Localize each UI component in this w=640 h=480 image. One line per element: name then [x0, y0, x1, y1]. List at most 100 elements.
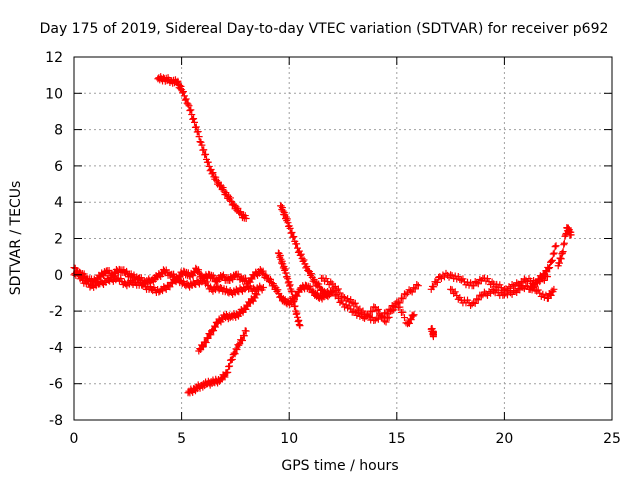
data-point: [293, 309, 301, 317]
data-point: [351, 308, 359, 316]
data-point: [471, 299, 479, 307]
y-tick-label: -6: [49, 377, 63, 393]
data-point: [259, 284, 267, 292]
data-point: [508, 290, 516, 298]
data-point: [219, 184, 227, 192]
data-point: [437, 275, 445, 283]
data-point: [188, 111, 196, 119]
data-point: [454, 295, 462, 303]
data-point: [212, 173, 220, 181]
satellite-track-7: [274, 249, 304, 330]
data-point: [286, 281, 294, 289]
data-point: [567, 231, 575, 239]
gridlines: [74, 57, 612, 420]
data-point: [334, 285, 342, 293]
data-point: [224, 368, 232, 376]
data-point: [456, 275, 464, 283]
data-point: [387, 307, 395, 315]
data-point: [559, 249, 567, 257]
data-point: [238, 337, 246, 345]
data-point: [216, 284, 224, 292]
data-point: [233, 346, 241, 354]
data-point: [390, 306, 398, 314]
data-point: [285, 278, 293, 286]
data-point: [195, 266, 203, 274]
data-point: [407, 287, 415, 295]
x-tick-label: 20: [495, 431, 513, 447]
satellite-track-14: [554, 224, 575, 270]
data-point: [198, 141, 206, 149]
data-point: [307, 270, 315, 278]
data-point: [379, 313, 387, 321]
data-point: [457, 276, 465, 284]
data-point: [209, 169, 217, 177]
y-tick-label: 8: [54, 123, 63, 139]
data-point: [550, 285, 558, 293]
data-point: [322, 275, 330, 283]
data-point: [402, 291, 410, 299]
data-point: [373, 307, 381, 315]
data-point: [364, 311, 372, 319]
data-point: [370, 303, 378, 311]
data-point: [207, 165, 215, 173]
data-point: [235, 341, 243, 349]
data-point: [552, 242, 560, 250]
data-point: [344, 295, 352, 303]
data-point: [205, 162, 213, 170]
data-point: [291, 302, 299, 310]
data-point: [286, 224, 294, 232]
data-point: [322, 288, 330, 296]
data-point: [281, 265, 289, 273]
data-point: [354, 309, 362, 317]
data-point: [385, 313, 393, 321]
data-point: [203, 334, 211, 342]
satellite-track-2: [70, 264, 267, 298]
data-point: [242, 327, 250, 335]
data-point: [293, 292, 301, 300]
data-point: [467, 279, 475, 287]
data-point: [74, 267, 82, 275]
data-point: [496, 281, 504, 289]
data-point: [201, 338, 209, 346]
data-point: [202, 150, 210, 158]
data-point: [240, 332, 248, 340]
data-point: [400, 314, 408, 322]
data-point: [209, 272, 217, 280]
data-point: [551, 243, 559, 251]
data-point: [549, 250, 557, 258]
data-point: [214, 178, 222, 186]
data-point: [560, 241, 568, 249]
data-point: [405, 319, 413, 327]
data-point: [174, 77, 182, 85]
data-point: [454, 273, 462, 281]
data-point: [555, 259, 563, 267]
data-point: [396, 303, 404, 311]
data-point: [162, 285, 170, 293]
data-point: [467, 301, 475, 309]
data-point: [342, 301, 350, 309]
y-tick-label: 4: [54, 195, 63, 211]
data-point: [476, 275, 484, 283]
data-point: [282, 269, 290, 277]
x-tick-label: 0: [70, 431, 79, 447]
data-point: [199, 342, 207, 350]
data-point: [345, 302, 353, 310]
data-point: [477, 292, 485, 300]
data-point: [230, 349, 238, 357]
data-point: [192, 123, 200, 131]
data-point: [350, 307, 358, 315]
data-point: [194, 128, 202, 136]
data-point: [226, 194, 234, 202]
data-point: [410, 284, 418, 292]
data-point: [409, 312, 417, 320]
data-point: [190, 115, 198, 123]
data-point: [374, 315, 382, 323]
data-point: [474, 280, 482, 288]
satellite-track-5: [195, 290, 261, 355]
data-point: [347, 296, 355, 304]
data-point: [508, 281, 516, 289]
data-point: [411, 285, 419, 293]
data-point: [202, 339, 210, 347]
data-point: [400, 290, 408, 298]
